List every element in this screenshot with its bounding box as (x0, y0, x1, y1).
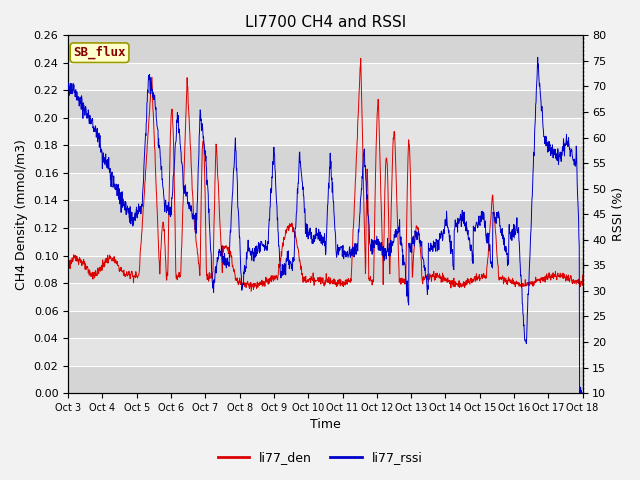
Y-axis label: RSSI (%): RSSI (%) (612, 187, 625, 241)
X-axis label: Time: Time (310, 419, 340, 432)
Bar (68, 311, 582, 338)
Legend: li77_den, li77_rssi: li77_den, li77_rssi (212, 446, 428, 469)
Bar (68, 63, 582, 90)
Bar (68, 145, 582, 173)
Y-axis label: CH4 Density (mmol/m3): CH4 Density (mmol/m3) (15, 139, 28, 289)
Title: LI7700 CH4 and RSSI: LI7700 CH4 and RSSI (244, 15, 406, 30)
Bar (68, 201, 582, 228)
Bar (68, 173, 582, 201)
Bar (68, 90, 582, 118)
Bar (68, 228, 582, 255)
Bar (68, 36, 582, 63)
Bar (68, 366, 582, 393)
Text: SB_flux: SB_flux (74, 46, 126, 60)
Bar (68, 338, 582, 366)
Bar (68, 255, 582, 283)
Bar (68, 118, 582, 145)
Bar (68, 283, 582, 311)
